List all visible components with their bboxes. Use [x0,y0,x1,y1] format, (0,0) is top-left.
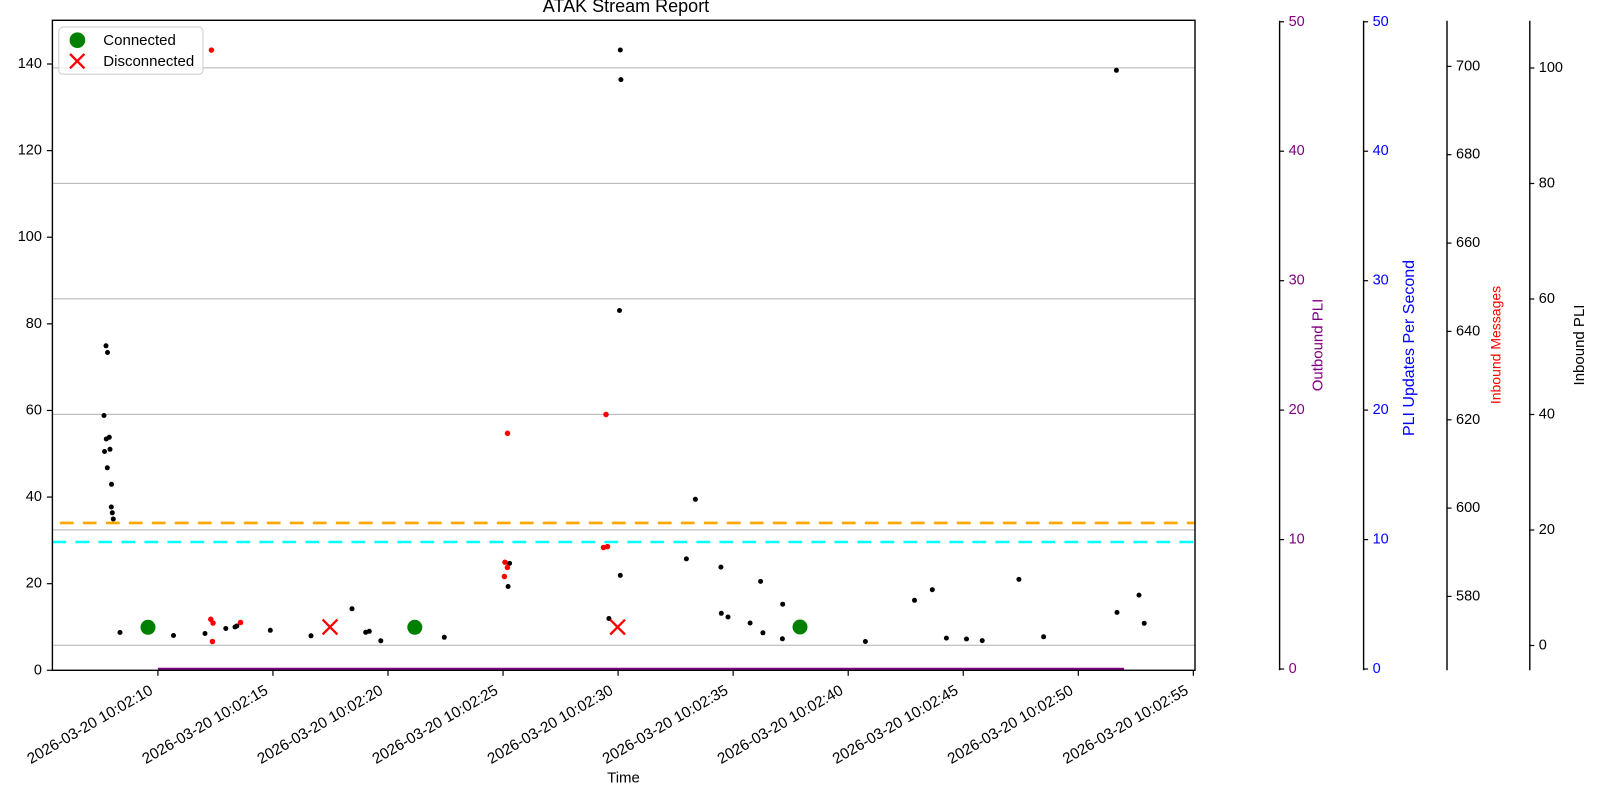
svg-text:60: 60 [26,402,42,418]
svg-text:640: 640 [1456,323,1480,339]
svg-text:120: 120 [18,143,42,159]
svg-text:Connected: Connected [103,32,176,49]
svg-text:PLI Updates Per Second: PLI Updates Per Second [1401,260,1418,436]
svg-text:660: 660 [1456,235,1480,251]
svg-text:700: 700 [1456,58,1480,74]
svg-text:40: 40 [26,489,42,505]
svg-text:10: 10 [1289,532,1305,548]
svg-text:Time: Time [607,770,640,787]
svg-text:80: 80 [1539,176,1555,192]
svg-text:60: 60 [1539,291,1555,307]
svg-text:100: 100 [1539,60,1563,76]
svg-text:80: 80 [26,316,42,332]
svg-text:20: 20 [26,576,42,592]
svg-text:20: 20 [1289,402,1305,418]
svg-text:20: 20 [1373,402,1389,418]
svg-text:0: 0 [1539,638,1547,654]
svg-text:40: 40 [1539,407,1555,423]
svg-text:50: 50 [1373,14,1389,30]
svg-text:580: 580 [1456,588,1480,604]
svg-text:680: 680 [1456,147,1480,163]
svg-text:Inbound PLI: Inbound PLI [1571,305,1588,386]
svg-text:600: 600 [1456,500,1480,516]
svg-text:0: 0 [1373,661,1381,677]
svg-text:50: 50 [1289,14,1305,30]
svg-text:30: 30 [1373,273,1389,289]
svg-text:100: 100 [18,229,42,245]
svg-text:40: 40 [1373,143,1389,159]
svg-text:ATAK Stream Report: ATAK Stream Report [543,0,709,16]
svg-text:Outbound PLI: Outbound PLI [1310,299,1327,392]
svg-text:10: 10 [1373,532,1389,548]
svg-text:20: 20 [1539,522,1555,538]
svg-text:Disconnected: Disconnected [103,53,194,70]
svg-text:40: 40 [1289,143,1305,159]
svg-text:0: 0 [34,662,42,678]
svg-text:0: 0 [1289,661,1297,677]
svg-text:Inbound Messages: Inbound Messages [1488,286,1504,404]
svg-text:620: 620 [1456,412,1480,428]
svg-text:30: 30 [1289,273,1305,289]
svg-text:140: 140 [18,56,42,72]
